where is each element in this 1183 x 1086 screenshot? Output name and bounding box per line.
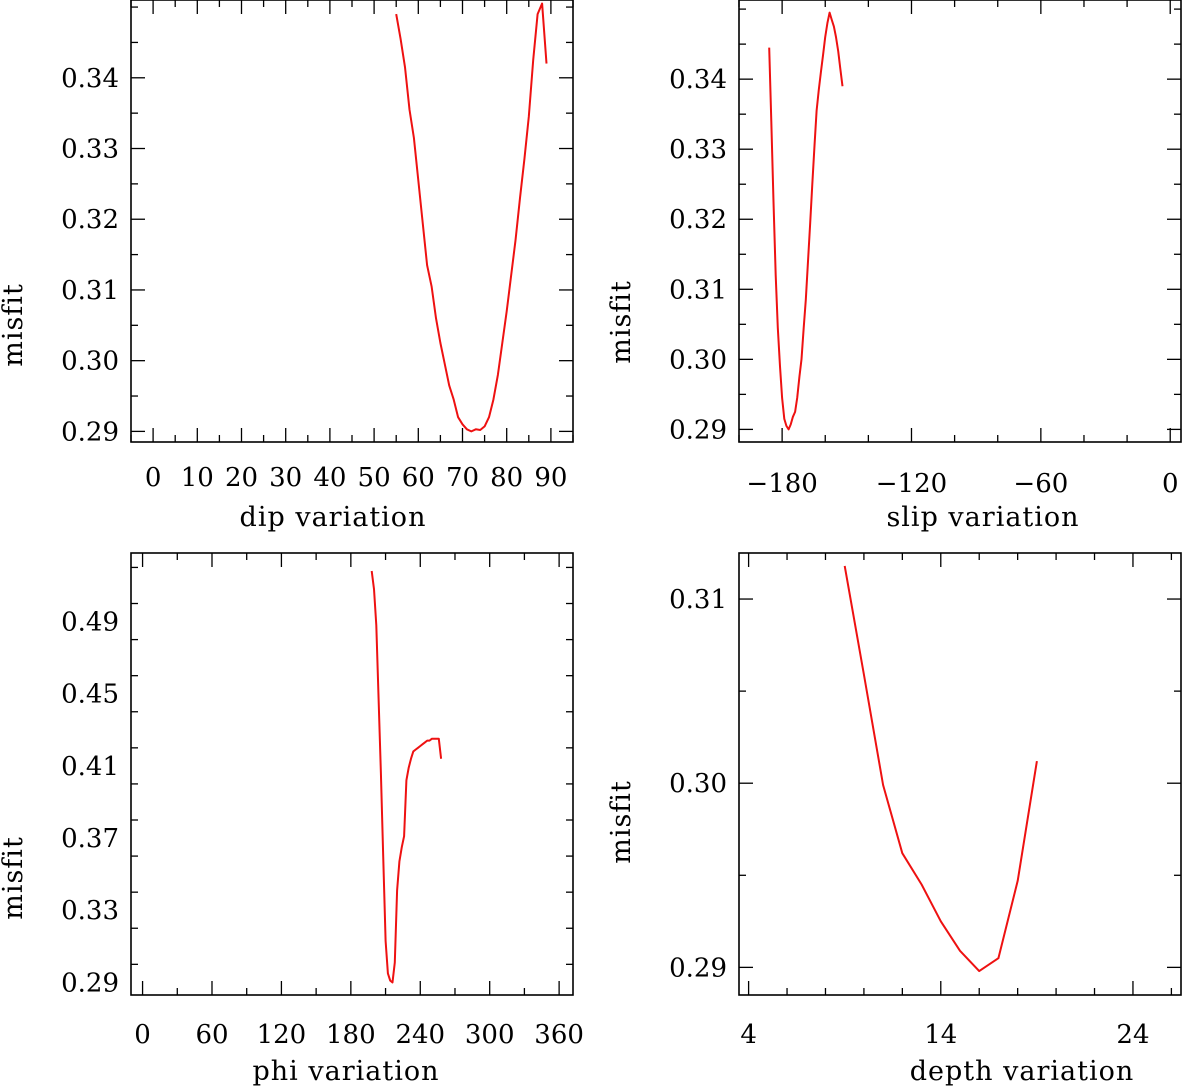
y-tick-label: 0.33	[669, 135, 727, 165]
y-tick-label: 0.34	[61, 64, 119, 94]
x-tick-label: −60	[1013, 469, 1068, 499]
y-tick-label: 0.41	[61, 752, 119, 782]
x-tick-label: −120	[876, 469, 947, 499]
x-tick-label: 60	[402, 463, 435, 493]
misfit-curve	[768, 11, 844, 431]
misfit-curve	[395, 2, 548, 433]
x-axis-title: dip variation	[240, 502, 427, 533]
x-tick-label: 80	[490, 463, 523, 493]
y-tick-label: 0.29	[61, 968, 119, 998]
misfit-curve	[370, 570, 443, 984]
x-tick-label: 60	[195, 1020, 228, 1050]
x-tick-label: 30	[269, 463, 302, 493]
x-tick-label: 10	[181, 463, 214, 493]
y-tick-label: 0.32	[669, 205, 727, 235]
y-tick-label: 0.31	[61, 276, 119, 306]
y-tick-label: 0.33	[61, 896, 119, 926]
y-tick-label: 0.29	[61, 417, 119, 447]
x-axis-title: depth variation	[910, 1056, 1135, 1086]
y-tick-label: 0.29	[669, 953, 727, 983]
y-axis-title: misfit	[0, 283, 29, 367]
y-axis-title: misfit	[0, 836, 29, 920]
x-axis-title: phi variation	[252, 1056, 439, 1086]
y-tick-label: 0.45	[61, 680, 119, 710]
y-tick-label: 0.37	[61, 824, 119, 854]
x-tick-label: 0	[134, 1020, 151, 1050]
misfit-curve	[843, 565, 1038, 973]
y-tick-label: 0.31	[669, 585, 727, 615]
x-tick-label: 4	[740, 1020, 757, 1050]
x-tick-label: 360	[534, 1020, 584, 1050]
y-tick-label: 0.33	[61, 135, 119, 165]
x-tick-label: 180	[326, 1020, 376, 1050]
x-tick-label: 120	[257, 1020, 307, 1050]
x-tick-label: 50	[358, 463, 391, 493]
panel-dip: 0 10 20 30 40 50 60 70 80 90 0.29 0.30 0.31 0.32 0.33 0…	[0, 0, 574, 533]
y-axis-title: misfit	[606, 280, 637, 364]
x-tick-label: 24	[1116, 1020, 1149, 1050]
x-tick-label: 0	[145, 463, 162, 493]
plot-frame	[130, 552, 574, 996]
plot-frame	[738, 552, 1182, 996]
x-tick-label: 300	[465, 1020, 515, 1050]
y-tick-label: 0.30	[669, 769, 727, 799]
y-tick-label: 0.49	[61, 608, 119, 638]
panel-phi: 0 60 120 180 240 300 360 0.29 0.33 0.37 0.41 0.45 0.…	[0, 552, 584, 1086]
y-tick-label: 0.32	[61, 205, 119, 235]
x-tick-label: 14	[924, 1020, 957, 1050]
x-tick-label: 0	[1162, 469, 1179, 499]
x-tick-label: 90	[534, 463, 567, 493]
x-tick-label: −180	[746, 469, 817, 499]
y-tick-label: 0.29	[669, 415, 727, 445]
x-axis-title: slip variation	[886, 502, 1079, 533]
x-tick-label: 240	[395, 1020, 445, 1050]
panel-depth: 4 14 24 0.29 0.30 0.31 depth variation misfit	[606, 552, 1182, 1086]
x-tick-label: 20	[225, 463, 258, 493]
plot-frame	[130, 0, 574, 443]
x-tick-label: 70	[446, 463, 479, 493]
panel-slip: −180 −120 −60 0 0.29 0.30 0.31 0.32 0.33 0.34 slip…	[606, 0, 1182, 533]
y-tick-label: 0.30	[61, 347, 119, 377]
y-tick-label: 0.31	[669, 275, 727, 305]
x-tick-label: 40	[313, 463, 346, 493]
y-axis-title: misfit	[606, 780, 637, 864]
y-tick-label: 0.34	[669, 65, 727, 95]
y-tick-label: 0.30	[669, 345, 727, 375]
plot-frame	[738, 0, 1182, 443]
